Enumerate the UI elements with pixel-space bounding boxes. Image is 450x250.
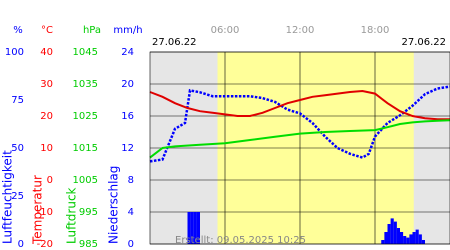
- y-tick-label: 1035: [73, 79, 98, 90]
- y-tick-label: 100: [5, 47, 24, 58]
- precipitation-bar: [406, 237, 410, 244]
- precipitation-bar: [396, 228, 400, 244]
- legend-label: Luftfeuchtigkeit: [1, 150, 15, 244]
- y-tick-label: 10: [40, 143, 53, 154]
- legend-label: Temperatur: [31, 175, 45, 245]
- x-tick-label: 06:00: [211, 25, 240, 36]
- y-tick-label: 985: [79, 239, 98, 250]
- y-tick-label: 50: [11, 143, 24, 154]
- precipitation-bar: [421, 240, 425, 244]
- y-tick-label: 30: [40, 79, 53, 90]
- y-tick-label: 40: [40, 47, 53, 58]
- axis-unit: mm/h: [113, 25, 142, 36]
- precipitation-bar: [418, 234, 422, 244]
- precipitation-bar: [387, 224, 391, 244]
- y-tick-label: 75: [11, 95, 24, 106]
- y-tick-label: 1005: [73, 175, 98, 186]
- footnote: Erstellt: 09.05.2025 10:25: [175, 235, 306, 246]
- precipitation-bar: [196, 212, 200, 244]
- x-tick-label: 12:00: [286, 25, 315, 36]
- axis-unit: hPa: [83, 25, 101, 36]
- y-tick-label: 20: [121, 79, 134, 90]
- series-line: [149, 89, 450, 121]
- y-tick-label: 20: [40, 111, 53, 122]
- y-tick-label: 1025: [73, 111, 98, 122]
- precipitation-bar: [187, 212, 191, 244]
- precipitation-bar: [400, 232, 404, 244]
- precipitation-bar: [393, 221, 397, 244]
- y-tick-label: -10: [37, 207, 53, 218]
- y-tick-label: 0: [47, 175, 53, 186]
- precipitation-bar: [409, 234, 413, 244]
- humidity-line: [149, 85, 450, 163]
- plot-frame: [149, 51, 450, 245]
- precipitation-bar: [390, 218, 394, 244]
- precipitation-bar: [190, 212, 194, 244]
- legend-label: Luftdruck: [65, 187, 79, 244]
- legend-label: Niederschlag: [107, 166, 121, 244]
- y-tick-label: 4: [128, 207, 134, 218]
- y-tick-label: 0: [128, 239, 134, 250]
- axis-unit: %: [13, 25, 23, 36]
- precipitation-bar: [384, 232, 388, 244]
- y-tick-label: 12: [121, 143, 134, 154]
- precipitation-bar: [193, 212, 197, 244]
- date-left: 27.06.22: [152, 37, 197, 48]
- axis-unit: °C: [41, 25, 53, 36]
- y-tick-label: 25: [11, 191, 24, 202]
- y-tick-label: 1015: [73, 143, 98, 154]
- y-tick-label: -20: [37, 239, 53, 250]
- y-tick-label: 1045: [73, 47, 98, 58]
- y-tick-label: 24: [121, 47, 134, 58]
- precipitation-bar: [403, 236, 407, 244]
- series-line: [149, 119, 450, 159]
- precipitation-bar: [412, 232, 416, 244]
- y-tick-label: 16: [121, 111, 134, 122]
- y-tick-label: 995: [79, 207, 98, 218]
- precipitation-bar: [415, 229, 419, 244]
- precipitation-bar: [381, 240, 385, 244]
- y-tick-label: 0: [18, 239, 24, 250]
- date-right: 27.06.22: [401, 37, 446, 48]
- x-tick-label: 18:00: [361, 25, 390, 36]
- y-tick-label: 8: [128, 175, 134, 186]
